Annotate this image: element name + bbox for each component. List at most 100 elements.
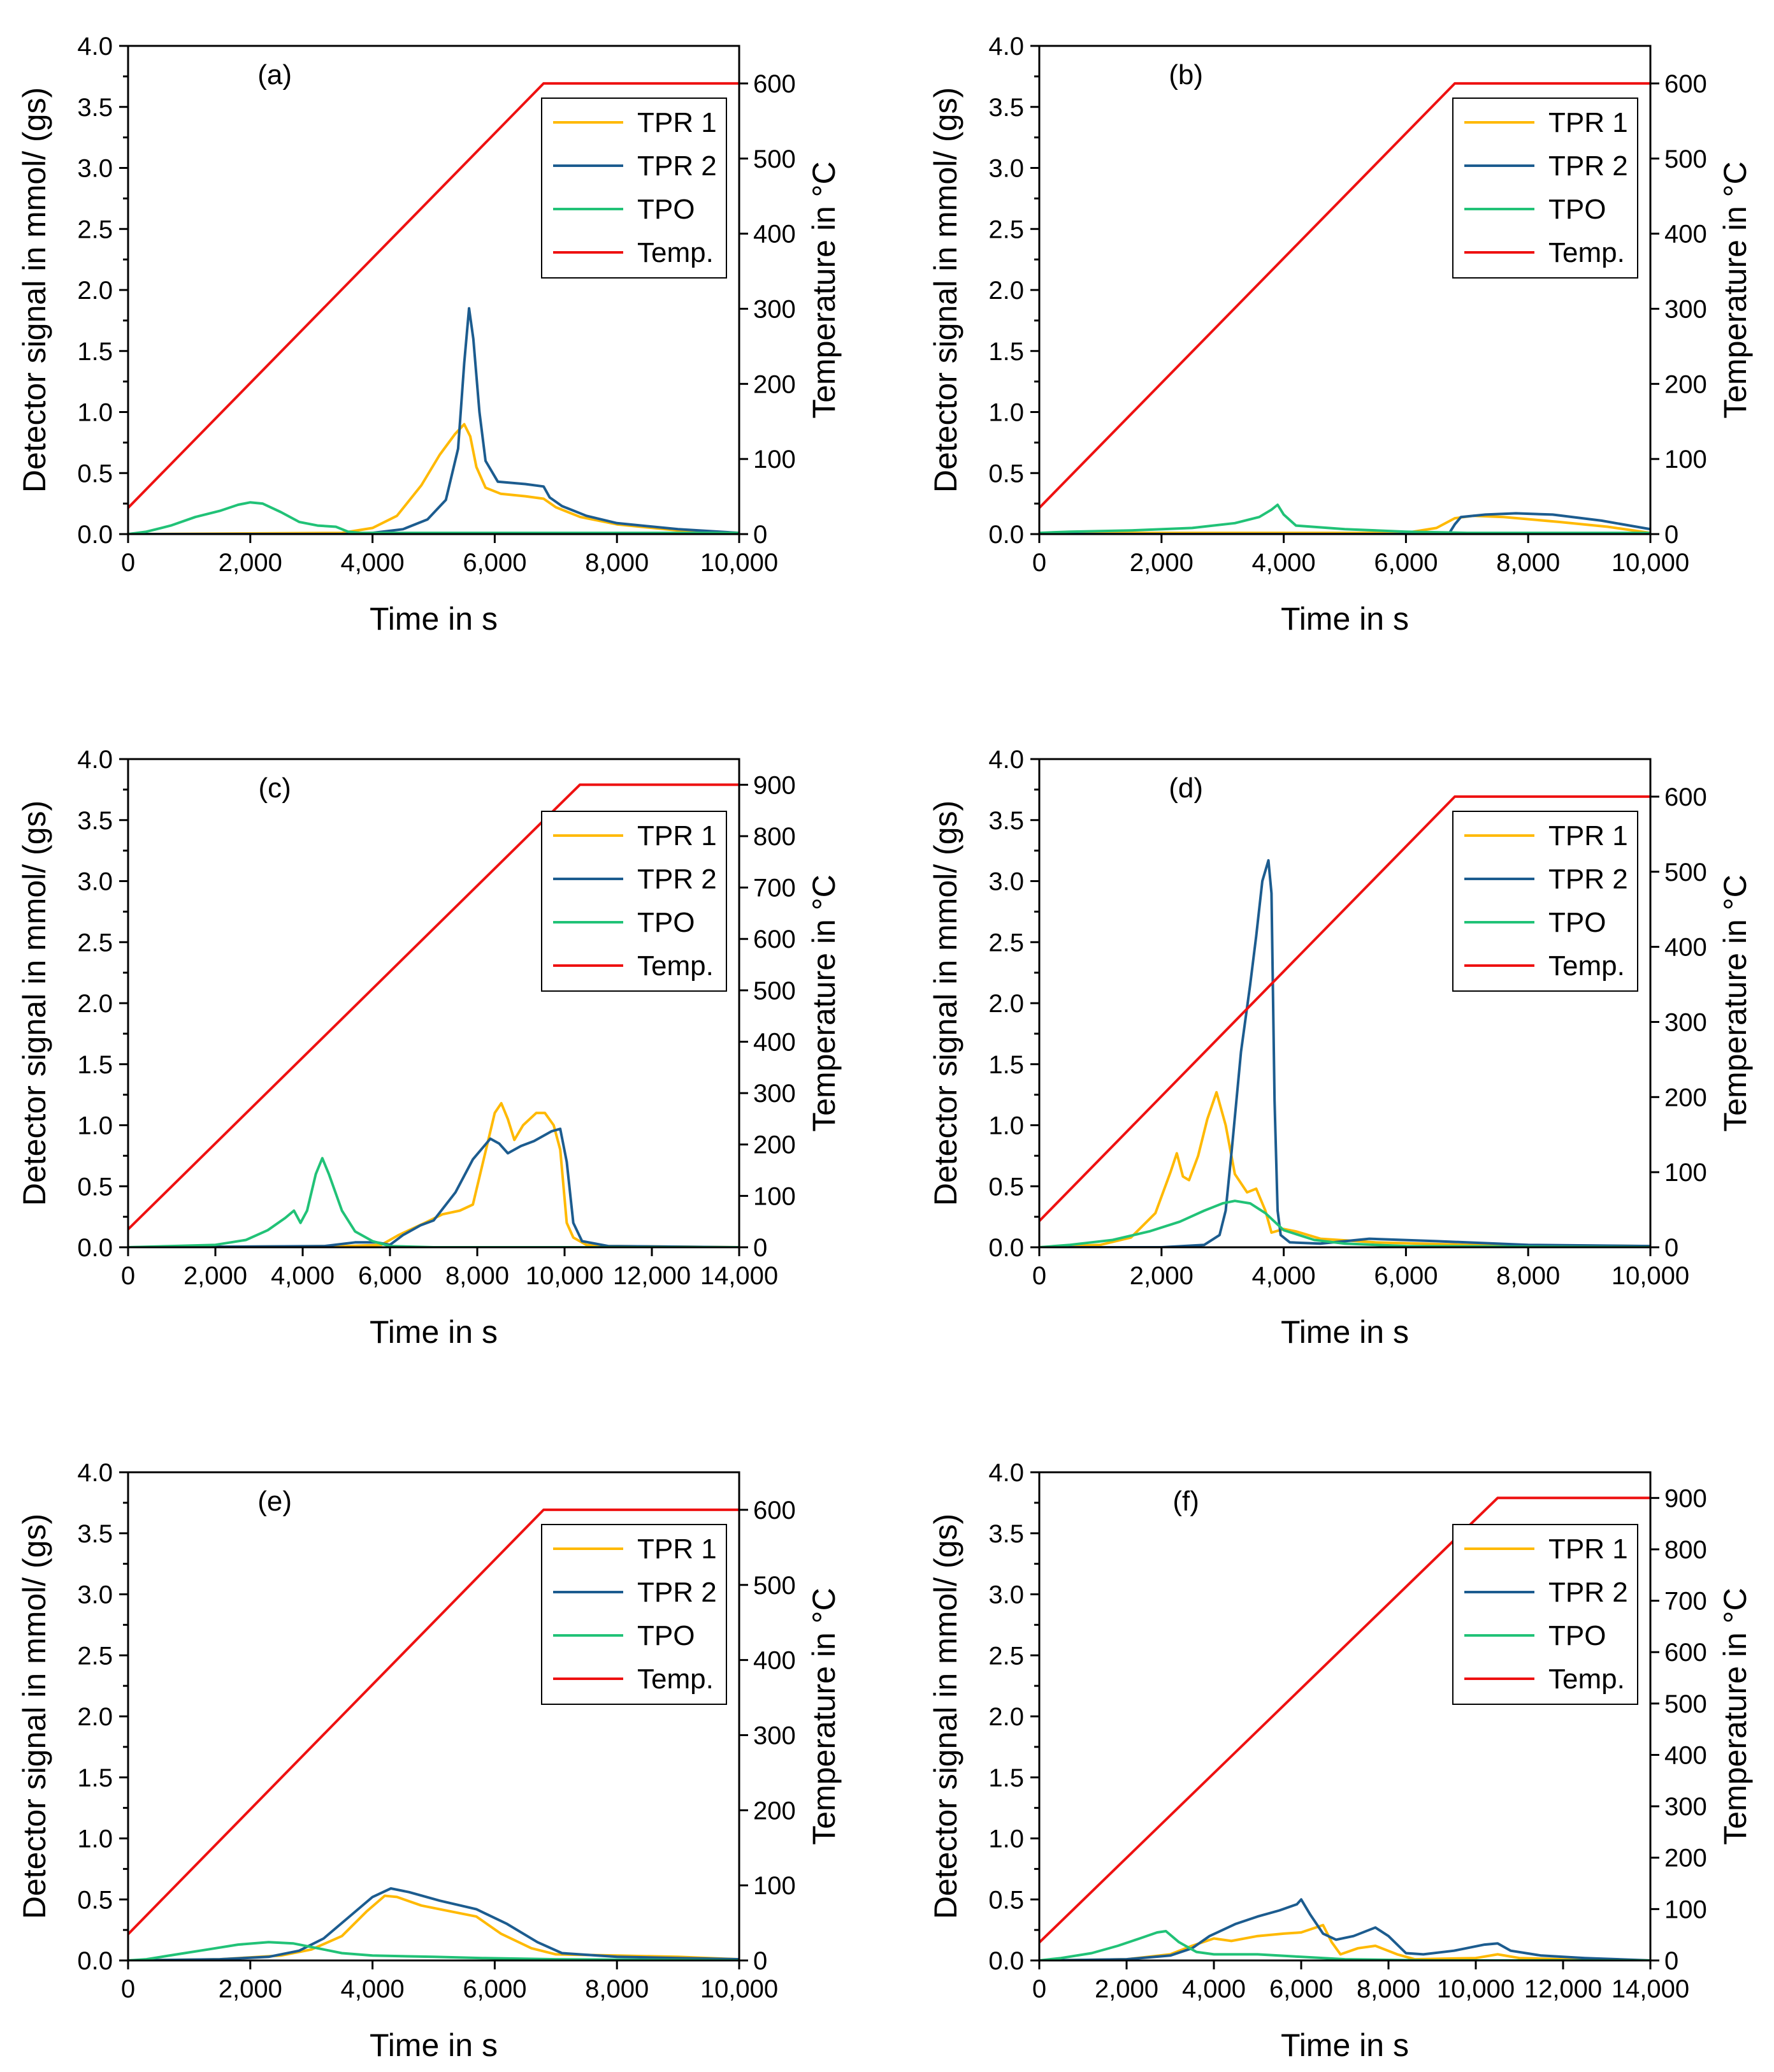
panel-d-series-temp — [1039, 795, 1650, 1222]
panel-c-y2tick-label: 700 — [753, 874, 796, 902]
panel-b-y2tick-label: 0 — [1664, 521, 1678, 549]
panel-c-xtick-label: 6,000 — [358, 1262, 422, 1290]
panel-c-y2tick-label: 500 — [753, 977, 796, 1005]
panel-b-xtick-label: 8,000 — [1496, 549, 1560, 577]
panel-d-xtick-label: 2,000 — [1130, 1262, 1193, 1290]
panel-e-series-temp — [128, 1508, 739, 1936]
panel-e-ytick-label: 1.0 — [77, 1825, 113, 1853]
panel-f-legend-label-tpr-1: TPR 1 — [1548, 1533, 1628, 1565]
panel-c-xtick-label: 4,000 — [271, 1262, 335, 1290]
panel-a-legend-label-tpr-1: TPR 1 — [637, 107, 717, 138]
panel-d-xtick-label: 0 — [1032, 1262, 1046, 1290]
panel-a-ylabel: Detector signal in mmol/ (gs) — [17, 87, 52, 493]
panel-a-y2tick-label: 200 — [753, 370, 796, 398]
panel-d-xtick-label: 8,000 — [1496, 1262, 1560, 1290]
panel-d-ylabel: Detector signal in mmol/ (gs) — [928, 801, 963, 1206]
panel-d-y2tick-label: 600 — [1664, 783, 1707, 811]
panel-a-series-group — [128, 82, 739, 534]
panel-c-ytick-label: 2.0 — [77, 990, 113, 1018]
panel-f-y2label: Temperature in °C — [1717, 1588, 1753, 1845]
panel-f-y2tick-label: 700 — [1664, 1588, 1707, 1616]
panel-f-series-tpr-1 — [1039, 1923, 1650, 1960]
panel-e-y2tick-label: 400 — [753, 1647, 796, 1675]
panel-a-ytick-label: 0.5 — [77, 460, 113, 488]
panel-b-xtick-label: 6,000 — [1374, 549, 1438, 577]
panel-c-xtick-label: 8,000 — [445, 1262, 509, 1290]
panel-a-y2tick-label: 100 — [753, 446, 796, 474]
panel-f-y2tick-label: 800 — [1664, 1536, 1707, 1564]
panel-c-legend-label-tpr-2: TPR 2 — [637, 864, 717, 895]
panel-f-xtick-label: 4,000 — [1182, 1975, 1246, 2003]
panel-f-ytick-label: 0.5 — [988, 1886, 1024, 1914]
panel-c-ylabel: Detector signal in mmol/ (gs) — [17, 801, 52, 1206]
panel-d-y2tick-label: 200 — [1664, 1083, 1707, 1112]
panel-a-y2tick-label: 600 — [753, 70, 796, 98]
panel-d-ytick-label: 3.5 — [988, 807, 1024, 835]
panel-b-legend-label-temp: Temp. — [1548, 237, 1625, 268]
panel-f-xtick-label: 14,000 — [1612, 1975, 1689, 2003]
panel-b-legend-label-tpo: TPO — [1548, 194, 1606, 225]
panel-a-series-tpr-2 — [128, 307, 739, 534]
panel-a-label: (a) — [257, 59, 292, 91]
panel-d-series-tpo — [1039, 1199, 1650, 1247]
panel-c-legend-label-temp: Temp. — [637, 950, 714, 982]
panel-c-legend-label-tpr-1: TPR 1 — [637, 820, 717, 851]
panel-d-y2tick-label: 300 — [1664, 1008, 1707, 1036]
panel-b-ytick-label: 3.0 — [988, 155, 1024, 183]
panel-f-y2tick-label: 600 — [1664, 1639, 1707, 1667]
panel-b-y2tick-label: 200 — [1664, 370, 1707, 398]
panel-d-legend-label-tpr-1: TPR 1 — [1548, 820, 1628, 851]
panel-b-y2tick-label: 400 — [1664, 221, 1707, 249]
panel-d-series-group — [1039, 795, 1650, 1247]
panel-d-y2label: Temperature in °C — [1717, 874, 1753, 1132]
panel-c-ytick-label: 3.5 — [77, 807, 113, 835]
panel-c-legend: TPR 1 TPR 2 TPO Temp. — [541, 811, 727, 992]
panel-f-series-temp — [1039, 1496, 1650, 1944]
panel-f-xtick-label: 6,000 — [1269, 1975, 1333, 2003]
panel-c-xtick-label: 10,000 — [526, 1262, 603, 1290]
panel-a-xtick-label: 2,000 — [219, 549, 282, 577]
panel-c-ytick-label: 0.0 — [77, 1234, 113, 1262]
panel-d-ytick-label: 3.0 — [988, 868, 1024, 896]
panel-a-xtick-label: 0 — [121, 549, 135, 577]
panel-e-legend-label-tpr-2: TPR 2 — [637, 1577, 717, 1608]
panel-f-series-group — [1039, 1496, 1650, 1960]
panel-f-xtick-label: 12,000 — [1524, 1975, 1602, 2003]
panel-b-y2tick-label: 300 — [1664, 295, 1707, 323]
panel-f-xtick-label: 10,000 — [1437, 1975, 1515, 2003]
panel-d-ytick-label: 1.5 — [988, 1051, 1024, 1079]
panel-a-ytick-label: 3.0 — [77, 155, 113, 183]
panel-b-series-tpo — [1039, 504, 1650, 534]
panel-b-xtick-label: 10,000 — [1612, 549, 1689, 577]
panel-b-series-group — [1039, 82, 1650, 534]
panel-d-series-tpr-2 — [1039, 859, 1650, 1247]
panel-e-series-tpr-1 — [128, 1894, 739, 1960]
panel-c-y2tick-label: 0 — [753, 1234, 767, 1262]
panel-e-y2tick-label: 200 — [753, 1797, 796, 1825]
panel-d-ytick-label: 4.0 — [988, 746, 1024, 774]
panel-d-legend-box — [1452, 811, 1638, 992]
panel-f-legend: TPR 1 TPR 2 TPO Temp. — [1452, 1524, 1638, 1705]
panel-f-ytick-label: 1.0 — [988, 1825, 1024, 1853]
panel-b-ytick-label: 4.0 — [988, 33, 1024, 61]
panel-a-xtick-label: 10,000 — [700, 549, 778, 577]
panel-d-series-tpr-1 — [1039, 1090, 1650, 1247]
panel-c-series-tpo — [128, 1157, 739, 1247]
panel-f-xtick-label: 0 — [1032, 1975, 1046, 2003]
panel-a-xlabel: Time in s — [370, 601, 498, 637]
panel-f-y2tick-label: 100 — [1664, 1895, 1707, 1923]
panel-f-y2tick-label: 400 — [1664, 1741, 1707, 1769]
panel-d-xlabel: Time in s — [1281, 1314, 1409, 1350]
panel-e-label: (e) — [257, 1486, 292, 1517]
panel-b-legend-box — [1452, 98, 1638, 279]
panel-c-ytick-label: 3.0 — [77, 868, 113, 896]
panel-f-label: (f) — [1172, 1486, 1199, 1517]
panel-e-ytick-label: 4.0 — [77, 1459, 113, 1487]
panel-b-legend-label-tpr-2: TPR 2 — [1548, 150, 1628, 182]
panel-e-legend-box — [541, 1524, 727, 1705]
panel-d-ytick-label: 2.0 — [988, 990, 1024, 1018]
panel-b-ytick-label: 0.5 — [988, 460, 1024, 488]
panel-e-ytick-label: 3.0 — [77, 1581, 113, 1609]
panel-c-y2label: Temperature in °C — [806, 874, 842, 1132]
